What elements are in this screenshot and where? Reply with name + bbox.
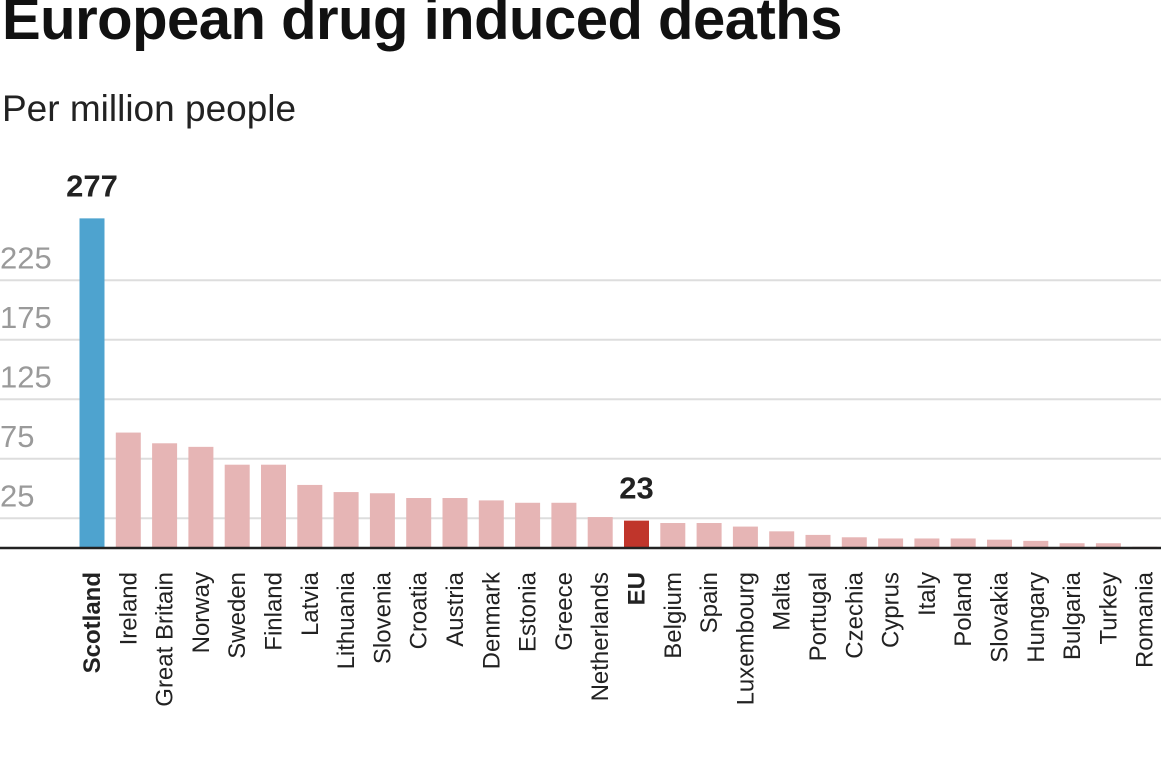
category-label: Slovakia [987,571,1014,662]
category-label: Belgium [660,572,687,659]
category-label: Italy [914,572,941,616]
category-label: Norway [188,572,215,653]
bar [732,526,758,548]
category-label: Turkey [1095,572,1122,644]
bar [769,531,795,548]
bar [1095,543,1121,548]
bar [333,492,359,548]
category-label: Slovenia [369,571,396,664]
bar [950,538,976,548]
chart-title: European drug induced deaths [2,0,842,52]
bar [841,537,867,548]
bar [515,502,541,548]
category-label: Luxembourg [732,572,759,705]
category-label: Romania [1132,571,1159,668]
category-label: Austria [442,571,469,646]
bar [79,218,105,548]
y-tick-label: 125 [0,359,52,394]
category-label: EU [624,572,651,605]
y-tick-label: 175 [0,300,52,335]
category-label: Scotland [79,572,106,673]
category-label: Cyprus [878,572,905,648]
bar [478,500,504,548]
bar [1059,543,1085,548]
bar [261,464,286,548]
category-label: Greece [551,572,578,651]
category-label: Denmark [478,571,505,669]
category-label: Bulgaria [1059,571,1086,660]
category-label: Lithuania [333,571,360,669]
bar [442,498,468,548]
bar [115,432,141,548]
category-label: Hungary [1023,572,1050,663]
y-tick-label: 75 [0,419,34,454]
category-label: Ireland [115,572,142,645]
category-label: Portugal [805,572,832,661]
chart-subtitle: Per million people [2,88,297,129]
bar [551,502,577,548]
category-label: Estonia [515,571,542,652]
bar [224,464,250,548]
bar [152,443,178,548]
bar [188,446,214,548]
category-label: Malta [769,571,796,630]
category-label: Spain [696,572,723,633]
category-label: Netherlands [587,572,614,701]
category-label: Finland [261,572,288,651]
bar [878,538,904,548]
bar [914,538,940,548]
bar [660,523,686,548]
bar [1023,540,1049,548]
data-label: 23 [619,471,653,506]
category-label: Poland [950,572,977,647]
bar [805,534,831,548]
category-label: Great Britain [152,572,179,707]
bar [406,498,432,548]
bar [297,484,323,548]
bar [696,523,722,548]
bar [624,520,649,548]
data-label: 277 [66,168,118,203]
category-label: Czechia [841,571,868,658]
y-tick-label: 25 [0,478,34,513]
bar [587,517,613,548]
category-label: Latvia [297,571,324,636]
category-label: Sweden [224,572,251,659]
bar [369,493,395,548]
y-tick-label: 225 [0,240,52,275]
category-label: Croatia [406,571,433,649]
bar [987,539,1012,548]
